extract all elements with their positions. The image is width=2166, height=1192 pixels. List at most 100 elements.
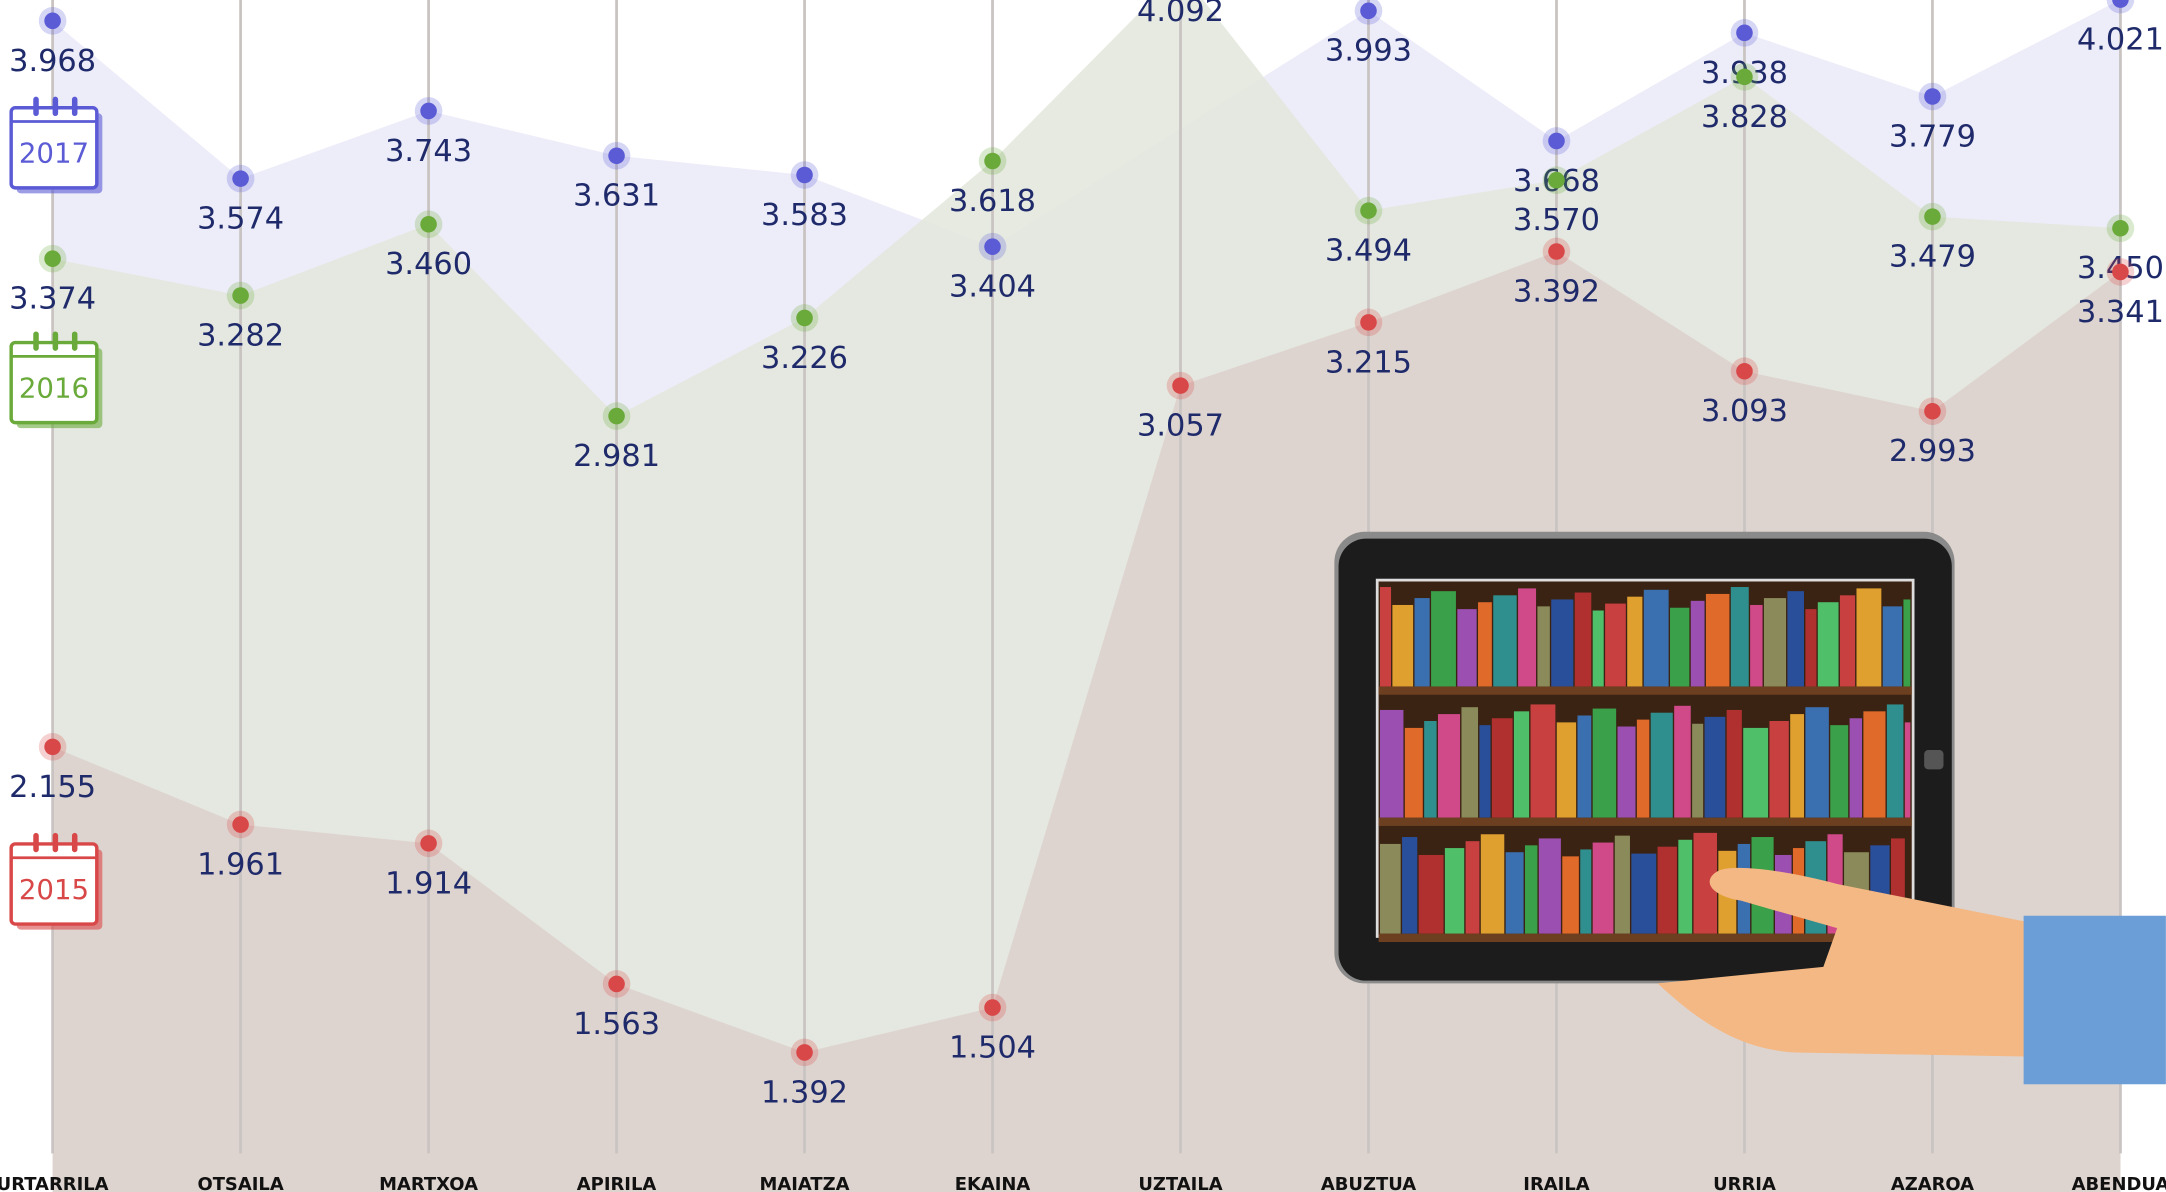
- book: [1863, 711, 1886, 818]
- x-tick-label: URRIA: [1713, 1174, 1776, 1192]
- point: [1924, 402, 1941, 420]
- book: [1556, 722, 1577, 818]
- value-label: 3.779: [1889, 119, 1976, 154]
- shelf: [1378, 933, 1912, 942]
- x-tick-label: EKAINA: [955, 1174, 1031, 1192]
- book: [1882, 606, 1903, 687]
- book: [1493, 595, 1517, 687]
- sleeve: [2023, 915, 2166, 1085]
- tablet-button: [1924, 750, 1944, 770]
- value-label: 3.374: [9, 282, 96, 317]
- book: [1726, 709, 1742, 818]
- x-tick-label: UZTAILA: [1138, 1174, 1222, 1192]
- book: [1431, 591, 1456, 687]
- point: [984, 999, 1001, 1016]
- point: [1548, 171, 1565, 189]
- book: [1424, 721, 1437, 818]
- book: [1414, 598, 1430, 687]
- point: [608, 975, 625, 993]
- value-label: 3.215: [1325, 345, 1412, 380]
- book: [1592, 842, 1614, 934]
- legend-label: 2015: [19, 873, 89, 906]
- shelf: [1378, 817, 1912, 826]
- book: [1491, 718, 1513, 818]
- value-label: 1.961: [197, 847, 284, 882]
- x-tick-label: ABENDUA: [2072, 1174, 2166, 1192]
- point: [1736, 68, 1753, 86]
- book: [1592, 610, 1604, 687]
- book: [1678, 839, 1693, 934]
- value-label: 3.631: [573, 179, 660, 214]
- point: [232, 287, 249, 304]
- x-tick-label: OTSAILA: [197, 1174, 283, 1192]
- book: [1457, 609, 1477, 687]
- value-label: 1.504: [949, 1030, 1036, 1065]
- point: [796, 1044, 813, 1061]
- book: [1505, 852, 1524, 934]
- book: [1478, 602, 1492, 687]
- book: [1670, 607, 1690, 687]
- book: [1480, 834, 1505, 934]
- x-tick-label: APIRILA: [577, 1174, 657, 1192]
- point: [232, 170, 249, 187]
- point: [1360, 314, 1377, 331]
- book: [1537, 606, 1550, 687]
- point: [2112, 0, 2129, 8]
- x-axis: URTARRILA OTSAILA MARTXOA APIRILA MAIATZA EKA…: [0, 1174, 2166, 1192]
- book: [1479, 725, 1491, 818]
- value-label: 3.226: [761, 341, 848, 376]
- book: [1402, 837, 1418, 934]
- book: [1705, 593, 1730, 687]
- value-label: 3.479: [1889, 240, 1976, 275]
- x-tick-label: MAIATZA: [760, 1174, 850, 1192]
- book: [1379, 843, 1401, 934]
- book: [1886, 704, 1904, 818]
- point: [44, 12, 61, 30]
- book: [1437, 714, 1461, 818]
- hand: [1657, 867, 2031, 1057]
- book: [1817, 602, 1839, 687]
- value-label: 3.494: [1325, 234, 1412, 269]
- book: [1690, 600, 1705, 687]
- book: [1574, 592, 1592, 687]
- value-label: 3.570: [1513, 203, 1600, 238]
- book: [1839, 595, 1856, 687]
- book: [1704, 716, 1726, 818]
- value-label: 3.282: [197, 318, 284, 353]
- book: [1444, 848, 1465, 934]
- point: [2112, 263, 2129, 281]
- calendar-ring: [71, 331, 78, 351]
- point: [608, 147, 625, 165]
- point: [44, 738, 61, 756]
- book: [1849, 718, 1863, 818]
- value-label: 2.993: [1889, 434, 1976, 469]
- value-label: 3.993: [1325, 34, 1412, 69]
- x-tick-label: AZAROA: [1891, 1174, 1974, 1192]
- point: [1924, 88, 1941, 105]
- point: [796, 166, 813, 184]
- tablet-illustration: [1334, 531, 2166, 1085]
- book: [1461, 707, 1479, 818]
- book: [1617, 726, 1636, 818]
- book: [1674, 705, 1691, 818]
- point: [1548, 132, 1565, 150]
- value-label: 3.743: [385, 134, 472, 169]
- book: [1631, 853, 1657, 934]
- value-label: 2.981: [573, 439, 660, 474]
- legend-label: 2016: [19, 372, 89, 405]
- value-label: 1.563: [573, 1007, 660, 1042]
- value-label: 3.574: [197, 202, 284, 237]
- point: [1360, 2, 1377, 20]
- value-label: 4.021: [2077, 23, 2164, 58]
- book: [1404, 727, 1423, 818]
- shelf: [1378, 686, 1912, 695]
- value-label: 3.583: [761, 198, 848, 233]
- value-label: 3.093: [1701, 394, 1788, 429]
- book: [1379, 709, 1404, 818]
- book: [1693, 832, 1717, 934]
- book: [1657, 846, 1677, 934]
- book: [1513, 711, 1530, 818]
- value-label: 3.404: [949, 270, 1036, 305]
- legend-item: 2016: [9, 331, 103, 429]
